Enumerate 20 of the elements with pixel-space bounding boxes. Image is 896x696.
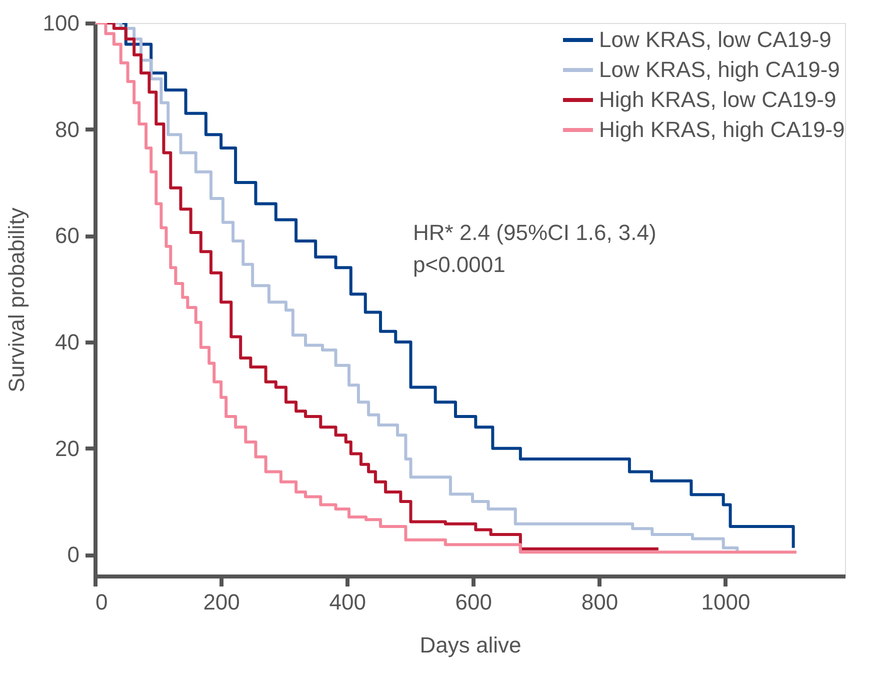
x-tick-label: 800 <box>581 590 618 614</box>
y-axis-title: Survival probability <box>4 208 29 392</box>
annotation: p<0.0001 <box>413 252 506 277</box>
x-tick-label: 200 <box>203 590 240 614</box>
legend-label: High KRAS, low CA19-9 <box>599 87 836 112</box>
y-tick-label: 100 <box>42 10 80 36</box>
legend-label: Low KRAS, low CA19-9 <box>599 27 832 52</box>
annotation: HR* 2.4 (95%CI 1.6, 3.4) <box>413 220 656 245</box>
x-tick-label: 400 <box>329 590 366 614</box>
x-tick-label: 0 <box>96 590 108 614</box>
x-tick-label: 600 <box>455 590 492 614</box>
y-tick-label: 80 <box>55 116 80 142</box>
x-tick-label: 1000 <box>701 590 750 614</box>
y-tick-label: 0 <box>67 542 80 568</box>
legend-label: Low KRAS, high CA19-9 <box>599 57 840 82</box>
y-tick-label: 40 <box>55 330 80 355</box>
x-axis-title: Days alive <box>420 632 522 658</box>
y-tick-label: 60 <box>55 223 80 248</box>
y-tick-label: 20 <box>55 436 80 461</box>
legend-label: High KRAS, high CA19-9 <box>599 117 845 142</box>
